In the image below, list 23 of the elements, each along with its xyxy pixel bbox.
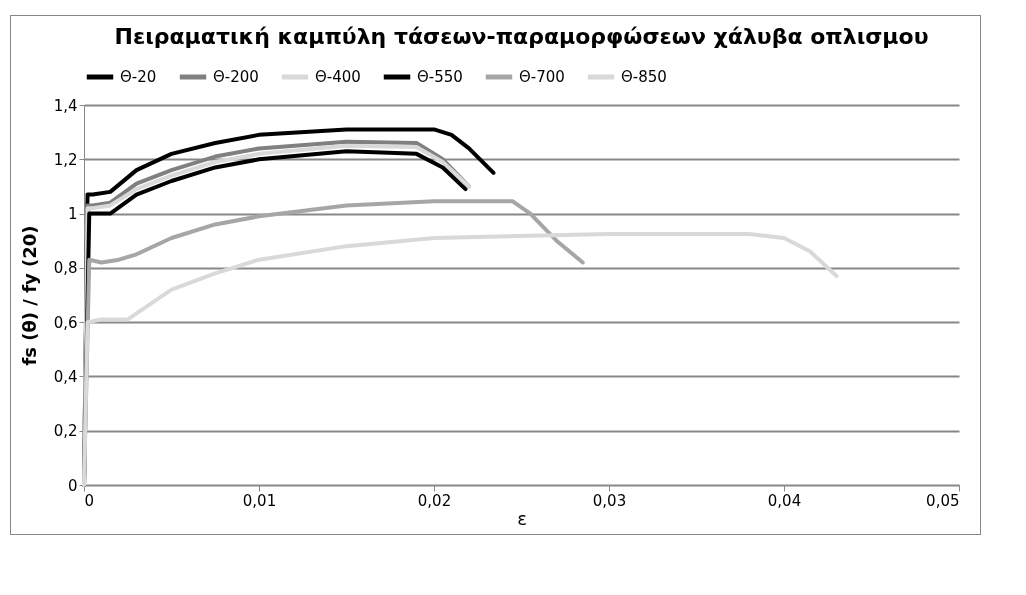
legend-label: Θ-200 [213,68,259,86]
y-tick-label: 1,2 [53,150,78,169]
x-tick-label: 0,04 [767,491,802,510]
chart-title: Πειραματική καμπύλη τάσεων-παραμορφώσεων χάλυβα οπλισμου [114,24,929,49]
y-axis-title: fs (θ) / fy (20) [18,225,40,366]
y-tick-label: 0 [67,476,78,495]
x-tick-label: 0 [84,491,95,510]
legend-label: Θ-700 [519,68,565,86]
x-tick-label: 0,03 [592,491,627,510]
legend-label: Θ-550 [417,68,463,86]
x-tick-label: 0,05 [926,491,960,510]
y-tick-label: 1,4 [53,96,78,115]
legend-label: Θ-20 [120,68,157,86]
x-axis-title: ε [517,507,527,529]
x-tick-label: 0,01 [242,491,277,510]
y-tick-label: 1 [67,205,78,224]
y-tick-label: 0,4 [53,367,78,386]
legend-label: Θ-400 [315,68,361,86]
y-tick-label: 0,2 [53,422,78,441]
y-tick-label: 0,8 [53,259,78,278]
x-tick-label: 0,02 [417,491,452,510]
y-tick-label: 0,6 [53,313,78,332]
legend-label: Θ-850 [621,68,667,86]
